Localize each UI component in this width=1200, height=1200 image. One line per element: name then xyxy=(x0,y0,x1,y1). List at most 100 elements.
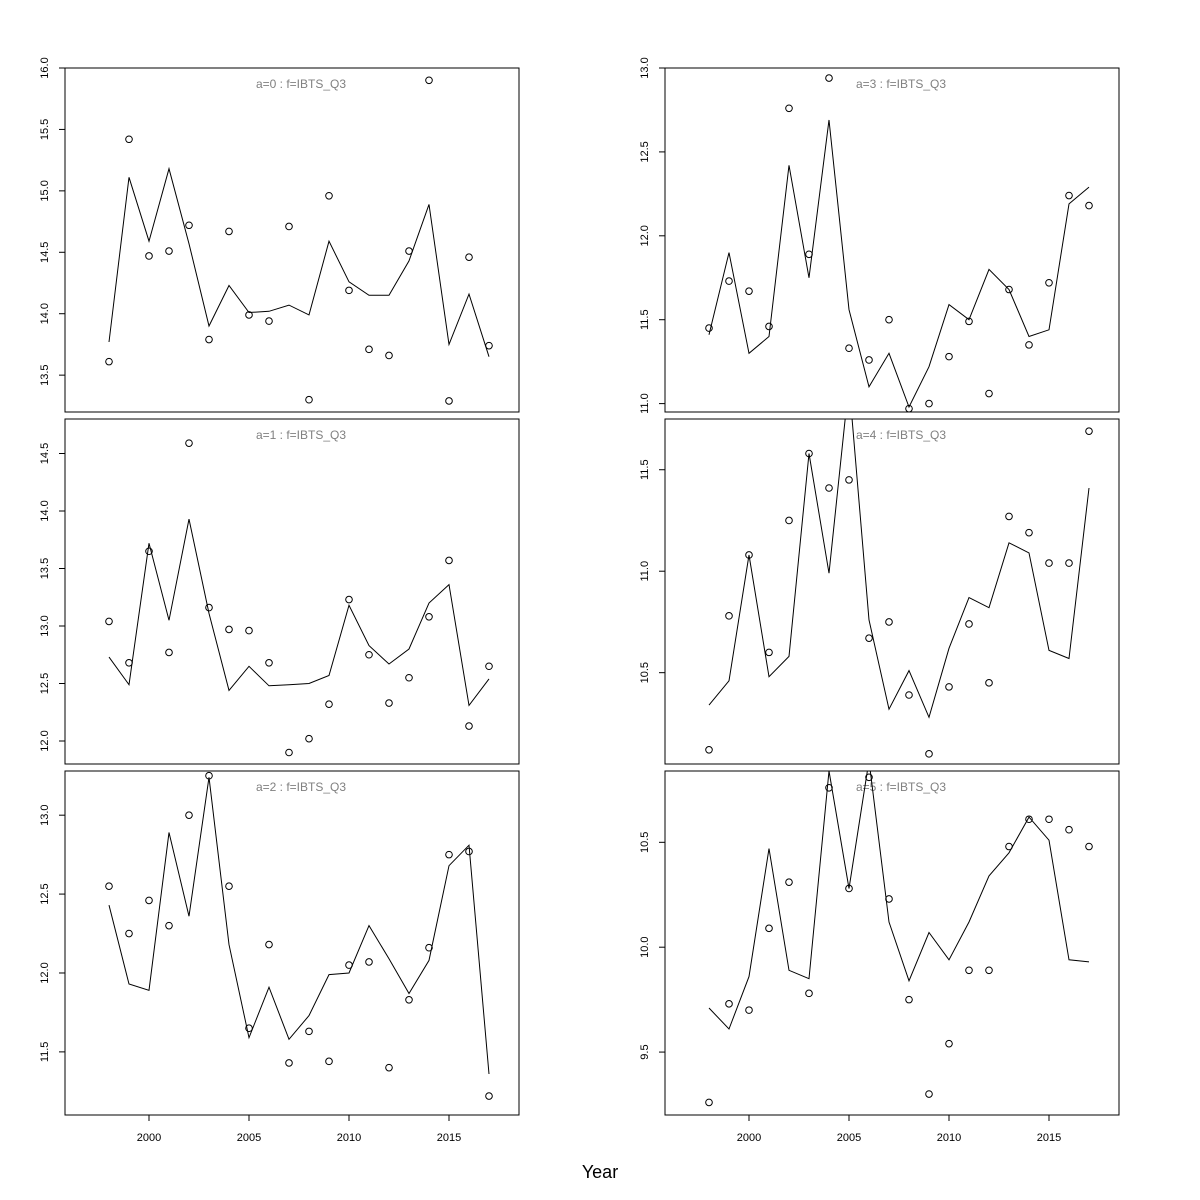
y-tick-label: 14.5 xyxy=(39,242,51,263)
y-tick-label: 13.0 xyxy=(39,804,51,825)
panel-2: 12.0 12.5 13.0 13.5 14.0 14.5 a=1 : f=IBTS_Q3 xyxy=(39,418,520,765)
observed-point xyxy=(405,247,413,255)
x-axis-label: Year xyxy=(582,1162,618,1182)
observed-point xyxy=(345,286,353,295)
panel-frame xyxy=(64,67,520,413)
observed-point xyxy=(1025,815,1033,824)
panel-0: 13.5 14.0 14.5 15.0 15.5 16.0 a=0 : f=IBTS_Q3 xyxy=(39,57,520,413)
observed-point xyxy=(785,104,793,113)
observed-point xyxy=(1005,285,1013,294)
x-tick-label: 2005 xyxy=(237,1132,261,1144)
y-tick-label: 11.0 xyxy=(639,561,651,582)
plot-area xyxy=(105,771,493,1100)
y-tick-label: 14.0 xyxy=(39,500,51,521)
observed-point xyxy=(865,773,873,782)
observed-point xyxy=(1005,842,1013,851)
panel-3: 10.5 11.0 11.5 a=4 : f=IBTS_Q3 xyxy=(639,418,1120,765)
x-tick-label: 2005 xyxy=(837,1132,861,1144)
observed-point xyxy=(745,551,753,559)
observed-point xyxy=(225,882,233,890)
observed-point xyxy=(745,1006,753,1014)
observed-point xyxy=(905,995,913,1004)
observed-point xyxy=(965,317,973,326)
observed-point xyxy=(265,659,273,667)
y-tick-label: 11.5 xyxy=(639,459,651,480)
observed-point xyxy=(825,783,833,792)
plot-area xyxy=(705,771,1093,1107)
observed-point xyxy=(845,344,853,353)
y-tick-label: 11.5 xyxy=(639,309,651,330)
observed-point xyxy=(725,612,733,620)
observed-point xyxy=(265,940,273,949)
observed-point xyxy=(465,253,473,262)
observed-point xyxy=(1065,559,1073,567)
observed-point xyxy=(305,395,313,404)
observed-point xyxy=(485,341,493,350)
observed-point xyxy=(1025,341,1033,349)
y-tick-label: 15.0 xyxy=(39,180,51,201)
observed-point xyxy=(765,322,773,331)
observed-point xyxy=(865,356,873,364)
fitted-line xyxy=(708,419,1090,719)
observed-point xyxy=(965,966,973,975)
observed-point xyxy=(1085,842,1093,851)
observed-point xyxy=(905,691,913,699)
fitted-line xyxy=(108,777,490,1075)
observed-point xyxy=(485,1092,493,1100)
observed-point xyxy=(1065,191,1073,200)
observed-point xyxy=(445,397,453,405)
observed-point xyxy=(385,351,393,360)
y-tick-label: 14.5 xyxy=(39,443,51,464)
observed-point xyxy=(145,547,153,556)
observed-point xyxy=(205,771,213,780)
observed-point xyxy=(145,896,153,905)
observed-point xyxy=(105,357,113,366)
observed-point xyxy=(245,311,253,319)
observed-point xyxy=(945,1039,953,1048)
x-tick-label: 2000 xyxy=(137,1132,161,1144)
fitted-line xyxy=(108,166,490,357)
x-tick-label: 2015 xyxy=(1037,1132,1061,1144)
x-tick-label: 2015 xyxy=(437,1132,461,1144)
panel-title: a=1 : f=IBTS_Q3 xyxy=(256,428,346,442)
observed-point xyxy=(105,617,113,626)
panel-title: a=3 : f=IBTS_Q3 xyxy=(856,77,946,91)
observed-point xyxy=(1005,512,1013,521)
y-tick-label: 16.0 xyxy=(39,57,51,78)
observed-point xyxy=(305,1027,313,1036)
observed-point xyxy=(225,625,233,634)
observed-point xyxy=(985,389,993,398)
observed-point xyxy=(945,683,953,691)
observed-point xyxy=(345,595,353,604)
panel-title: a=5 : f=IBTS_Q3 xyxy=(856,780,946,794)
observed-point xyxy=(785,878,793,886)
observed-point xyxy=(825,484,833,492)
panel-1: 11.0 11.5 12.0 12.5 13.0 a=3 : f=IBTS_Q3 xyxy=(639,57,1120,414)
observed-point xyxy=(185,439,193,447)
observed-point xyxy=(985,966,993,975)
observed-point xyxy=(705,745,713,754)
panel-frame xyxy=(664,770,1120,1116)
panel-title: a=0 : f=IBTS_Q3 xyxy=(256,77,346,91)
observed-point xyxy=(285,1059,293,1067)
observed-point xyxy=(185,221,193,230)
observed-point xyxy=(285,222,293,231)
observed-point xyxy=(725,1000,733,1008)
observed-point xyxy=(185,811,193,819)
y-tick-label: 13.0 xyxy=(39,615,51,636)
plot-area xyxy=(705,74,1093,412)
fitted-line xyxy=(708,771,1090,1030)
observed-point xyxy=(1065,825,1073,834)
y-tick-label: 12.5 xyxy=(39,673,51,694)
observed-point xyxy=(405,996,413,1004)
observed-point xyxy=(905,404,913,412)
observed-point xyxy=(765,648,773,657)
observed-point xyxy=(365,345,373,354)
observed-point xyxy=(165,648,173,657)
observed-point xyxy=(325,700,333,709)
observed-point xyxy=(785,516,793,525)
y-tick-label: 12.5 xyxy=(39,883,51,904)
y-tick-label: 13.5 xyxy=(39,558,51,579)
observed-point xyxy=(1045,278,1053,287)
